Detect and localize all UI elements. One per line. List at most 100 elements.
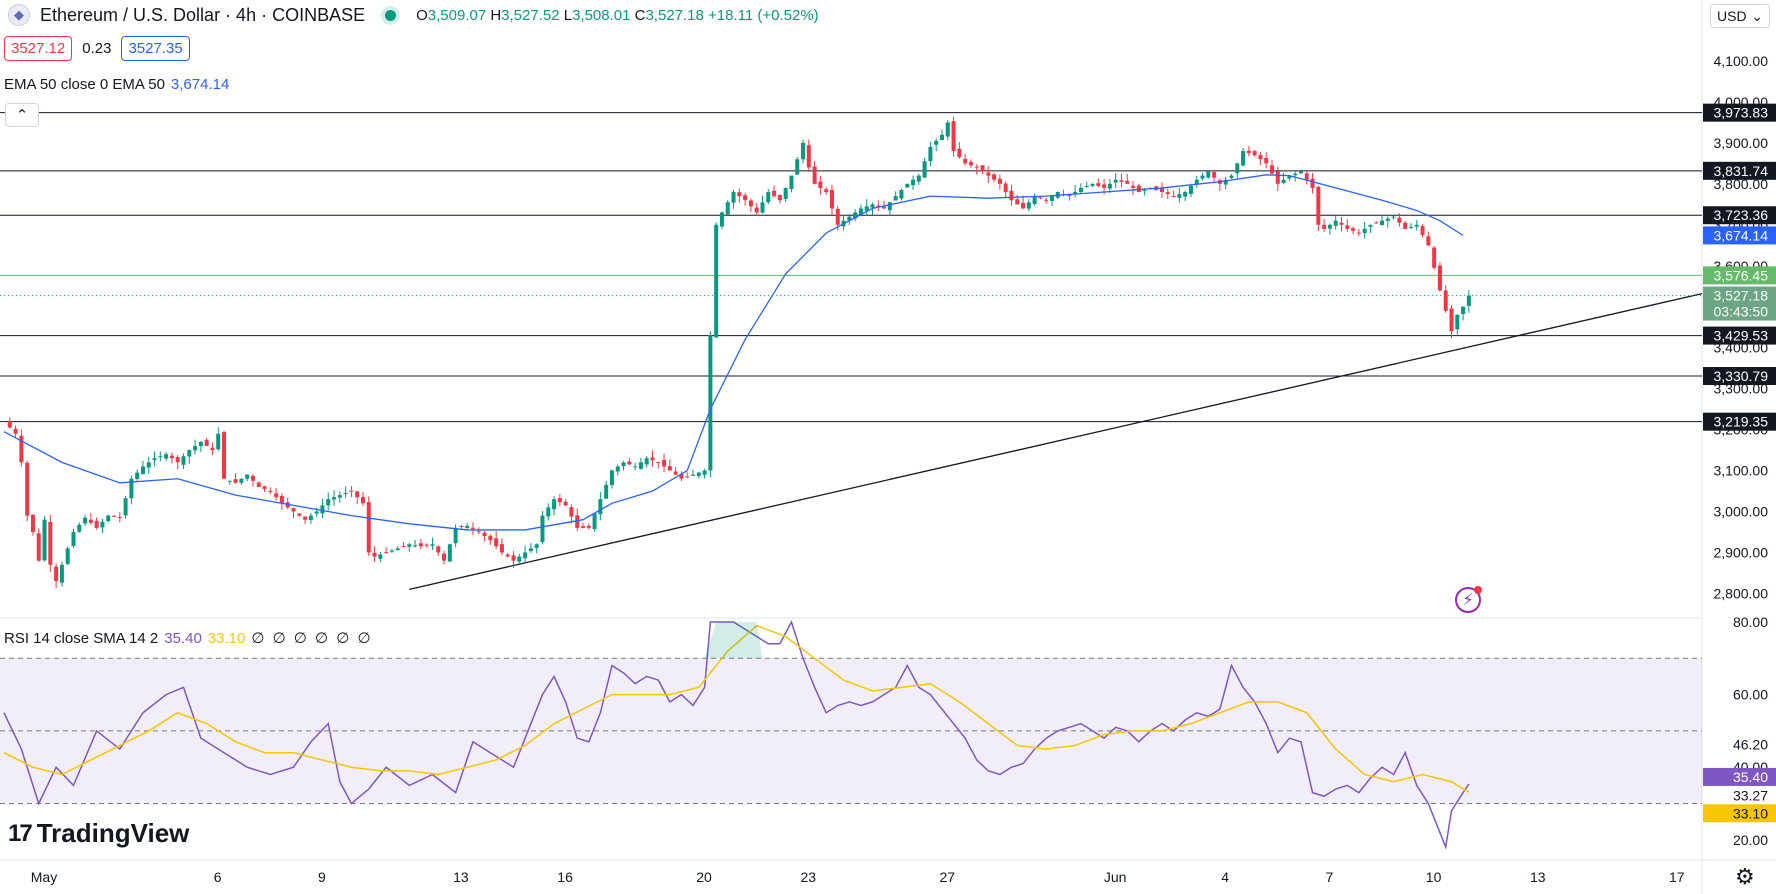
candle [1171, 196, 1176, 198]
candle [268, 490, 273, 492]
candle [818, 181, 823, 188]
candle [1229, 175, 1234, 178]
sell-price-button[interactable]: 3527.12 [4, 36, 73, 61]
candle [436, 546, 441, 553]
candle [934, 140, 939, 145]
candle [418, 543, 423, 547]
candle [384, 552, 389, 554]
candle [1304, 173, 1309, 180]
candle [204, 439, 209, 446]
candle [395, 548, 400, 551]
rsi-legend-label: RSI 14 close SMA 14 2 [4, 630, 159, 647]
candle [1432, 247, 1437, 268]
market-status-dot[interactable] [385, 9, 397, 21]
ema-legend[interactable]: EMA 50 close 0 EMA 50 3,674.14 [4, 76, 229, 93]
candle [517, 556, 522, 562]
trendline[interactable] [409, 292, 1703, 590]
rsi-sma-line [3, 624, 1470, 793]
candle [922, 161, 927, 178]
candle [1090, 183, 1095, 186]
time-tick-label: 7 [1325, 869, 1333, 885]
candle [465, 525, 470, 529]
candle [1113, 179, 1118, 183]
candle [708, 335, 713, 471]
candle [1270, 165, 1275, 174]
candle [1414, 224, 1419, 227]
candle [100, 521, 105, 528]
candle [1391, 216, 1396, 218]
flash-icon[interactable]: ⚡ [1455, 586, 1482, 613]
candle [239, 478, 244, 483]
candle [123, 498, 128, 516]
candle [187, 450, 192, 457]
price-axis[interactable]: 4,100.004,000.003,900.003,800.003,700.00… [1703, 53, 1776, 848]
rsi-tick-label: 60.00 [1733, 687, 1768, 703]
candle [303, 516, 308, 520]
horizontal-levels[interactable] [0, 112, 1702, 423]
candle [980, 165, 985, 172]
candle [1374, 222, 1379, 224]
candle [939, 134, 944, 141]
candle [1125, 180, 1130, 184]
rsi-tick-label: 46.20 [1733, 737, 1768, 753]
symbol-title[interactable]: Ethereum / U.S. Dollar · 4h · COINBASE [40, 4, 366, 25]
rsi-legend[interactable]: RSI 14 close SMA 14 2 35.40 33.10 ∅ ∅ ∅ ∅ ∅… [4, 629, 373, 647]
collapse-legend-button[interactable]: ⌃ [5, 103, 39, 127]
ema-price-tag-bg [1703, 226, 1776, 245]
currency-label: USD [1717, 8, 1747, 24]
candle [77, 524, 82, 532]
time-axis[interactable]: May 6 9 13 16 20 23 27 Jun 4 7 10 13 17 [31, 869, 1685, 885]
candle [378, 554, 383, 559]
candle [1258, 155, 1263, 160]
price-tick-label: 4,100.00 [1714, 53, 1769, 69]
settings-icon[interactable]: ⚙ [1735, 864, 1755, 889]
price-tick-label: 3,100.00 [1714, 463, 1769, 479]
ema-legend-value: 3,674.14 [170, 76, 230, 93]
candle [737, 192, 742, 197]
candle [1009, 190, 1014, 201]
spread-value: 0.23 [82, 40, 112, 57]
candle [1443, 290, 1448, 311]
candle [812, 166, 817, 184]
candle [1136, 185, 1141, 193]
candle [1026, 202, 1031, 209]
level-price-tag-bg [1703, 103, 1776, 122]
candle [48, 521, 53, 565]
candle [447, 544, 452, 562]
candle [7, 421, 12, 428]
candle [1003, 183, 1008, 193]
tradingview-logo[interactable]: 17 TradingView [8, 818, 189, 849]
candle [621, 462, 626, 467]
level-price-tag: 3,429.53 [1714, 328, 1769, 344]
candle [337, 495, 342, 498]
candle [158, 456, 163, 458]
currency-selector[interactable]: USD ⌄ [1710, 4, 1770, 28]
time-tick-label: 10 [1426, 869, 1442, 885]
candle [662, 459, 667, 467]
level-price-tag: 3,831.74 [1714, 163, 1769, 179]
candle [893, 196, 898, 201]
candle [546, 507, 551, 517]
candle [1466, 295, 1471, 306]
rsi-pane [0, 620, 1702, 850]
tradingview-logo-text: TradingView [36, 818, 190, 848]
candle [488, 536, 493, 541]
buy-price-button[interactable]: 3527.35 [121, 36, 190, 61]
candle [83, 517, 88, 524]
time-tick-label: Jun [1104, 869, 1127, 885]
candle [372, 552, 377, 557]
ema-price-tag: 3,674.14 [1714, 227, 1769, 243]
time-tick-label: 16 [557, 869, 573, 885]
time-tick-label: 20 [696, 869, 712, 885]
candle [476, 531, 481, 533]
candle [766, 192, 771, 203]
bid-ask-row: 3527.12 0.23 3527.35 [4, 36, 190, 61]
candle [1252, 151, 1257, 156]
candle [858, 208, 863, 215]
candle [1038, 197, 1043, 199]
candle [992, 174, 997, 180]
candle [777, 195, 782, 201]
candle [667, 466, 672, 471]
price-tick-label: 2,800.00 [1714, 585, 1769, 601]
